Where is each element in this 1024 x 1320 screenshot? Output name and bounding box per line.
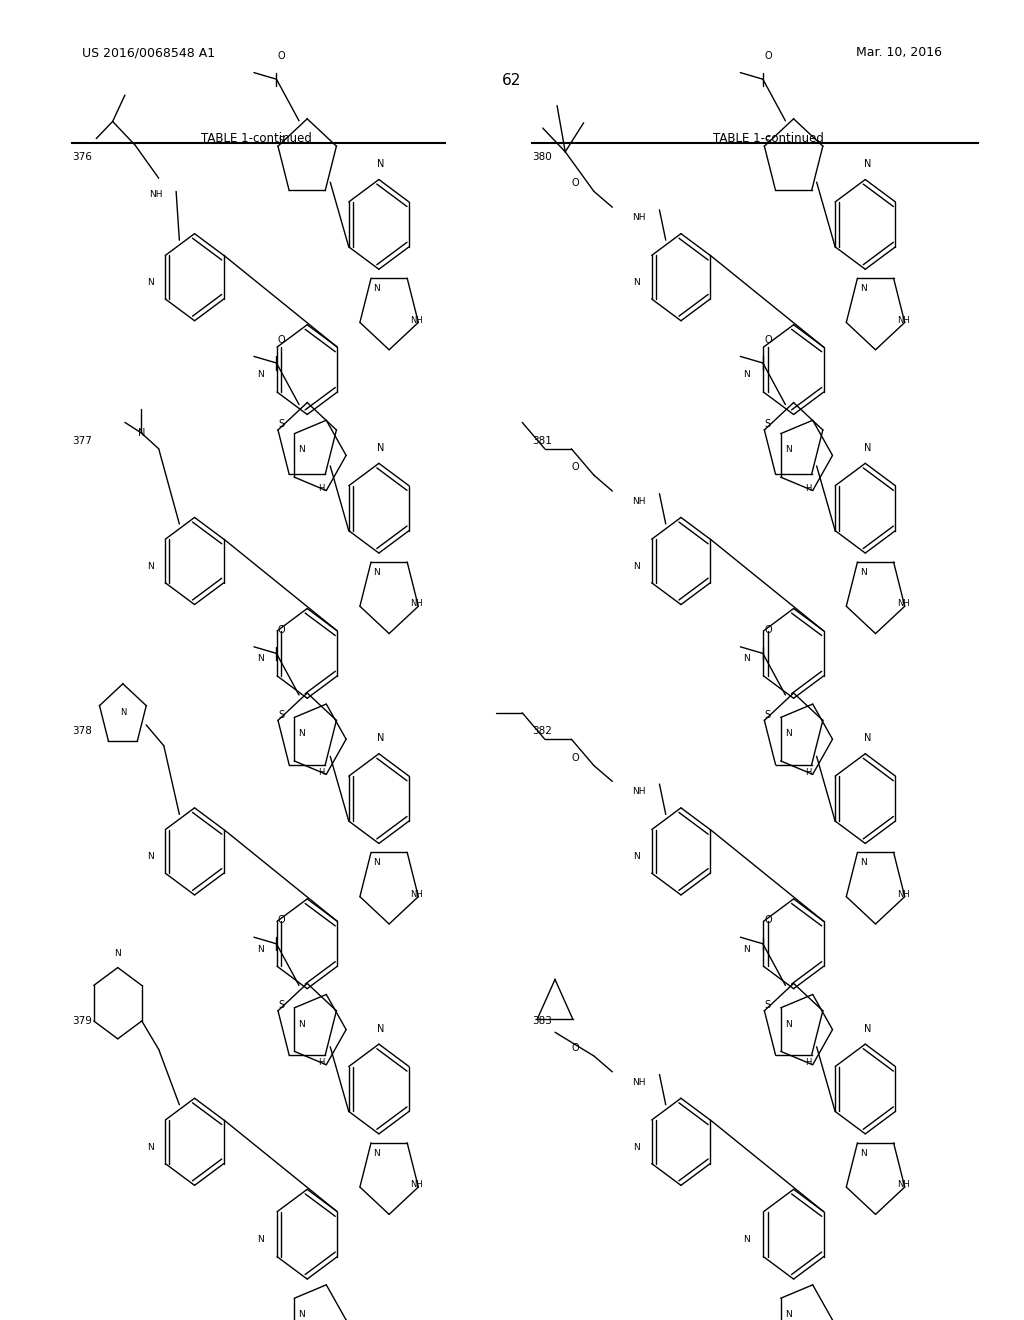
Text: O: O <box>571 752 580 763</box>
Text: N: N <box>298 729 305 738</box>
Text: 62: 62 <box>503 73 521 87</box>
Text: N: N <box>634 853 640 861</box>
Text: N: N <box>374 858 380 867</box>
Text: N: N <box>634 1143 640 1151</box>
Text: S: S <box>279 136 284 145</box>
Text: H: H <box>318 1059 325 1068</box>
Text: N: N <box>863 158 871 169</box>
Text: O: O <box>764 624 772 635</box>
Text: N: N <box>147 1143 154 1151</box>
Text: O: O <box>764 50 772 61</box>
Text: H: H <box>805 484 811 494</box>
Text: N: N <box>863 733 871 743</box>
Text: N: N <box>374 284 380 293</box>
Text: N: N <box>863 1023 871 1034</box>
Text: N: N <box>115 949 121 958</box>
Text: S: S <box>279 1001 284 1010</box>
Text: N: N <box>634 279 640 286</box>
Text: NH: NH <box>632 498 646 506</box>
Text: H: H <box>805 768 811 777</box>
Text: NH: NH <box>411 315 423 325</box>
Text: NH: NH <box>897 315 909 325</box>
Text: NH: NH <box>148 190 163 198</box>
Text: N: N <box>784 1019 792 1028</box>
Text: N: N <box>147 853 154 861</box>
Text: N: N <box>860 284 866 293</box>
Text: N: N <box>120 708 126 717</box>
Text: N: N <box>147 279 154 286</box>
Text: N: N <box>784 445 792 454</box>
Text: O: O <box>764 334 772 345</box>
Text: S: S <box>765 136 770 145</box>
Text: N: N <box>743 371 750 379</box>
Text: N: N <box>257 945 263 953</box>
Text: TABLE 1-continued: TABLE 1-continued <box>201 132 311 145</box>
Text: N: N <box>743 945 750 953</box>
Text: N: N <box>860 568 866 577</box>
Text: 377: 377 <box>72 436 91 446</box>
Text: S: S <box>279 420 284 429</box>
Text: S: S <box>765 710 770 719</box>
Text: NH: NH <box>411 599 423 609</box>
Text: NH: NH <box>632 788 646 796</box>
Text: 383: 383 <box>532 1016 552 1027</box>
Text: O: O <box>278 624 286 635</box>
Text: NH: NH <box>632 1078 646 1086</box>
Text: N: N <box>863 442 871 453</box>
Text: N: N <box>784 1309 792 1319</box>
Text: N: N <box>298 445 305 454</box>
Text: N: N <box>377 158 385 169</box>
Text: N: N <box>374 1148 380 1158</box>
Text: 379: 379 <box>72 1016 91 1027</box>
Text: N: N <box>860 1148 866 1158</box>
Text: 376: 376 <box>72 152 91 162</box>
Text: 381: 381 <box>532 436 552 446</box>
Text: NH: NH <box>411 1180 423 1189</box>
Text: H: H <box>805 1059 811 1068</box>
Text: N: N <box>257 1236 263 1243</box>
Text: S: S <box>279 710 284 719</box>
Text: O: O <box>278 915 286 925</box>
Text: NH: NH <box>411 890 423 899</box>
Text: 380: 380 <box>532 152 552 162</box>
Text: N: N <box>743 1236 750 1243</box>
Text: S: S <box>765 420 770 429</box>
Text: N: N <box>147 562 154 570</box>
Text: O: O <box>571 1043 580 1053</box>
Text: N: N <box>634 562 640 570</box>
Text: S: S <box>765 1001 770 1010</box>
Text: Mar. 10, 2016: Mar. 10, 2016 <box>856 46 942 59</box>
Text: H: H <box>318 768 325 777</box>
Text: O: O <box>571 178 580 189</box>
Text: N: N <box>298 1019 305 1028</box>
Text: N: N <box>377 442 385 453</box>
Text: N: N <box>298 1309 305 1319</box>
Text: O: O <box>278 50 286 61</box>
Text: NH: NH <box>632 214 646 222</box>
Text: N: N <box>784 729 792 738</box>
Text: NH: NH <box>897 1180 909 1189</box>
Text: N: N <box>377 1023 385 1034</box>
Text: 382: 382 <box>532 726 552 737</box>
Text: H: H <box>318 484 325 494</box>
Text: N: N <box>257 371 263 379</box>
Text: O: O <box>278 334 286 345</box>
Text: 378: 378 <box>72 726 91 737</box>
Text: TABLE 1-continued: TABLE 1-continued <box>713 132 823 145</box>
Text: O: O <box>764 915 772 925</box>
Text: N: N <box>743 655 750 663</box>
Text: O: O <box>571 462 580 473</box>
Text: NH: NH <box>897 890 909 899</box>
Text: N: N <box>377 733 385 743</box>
Text: N: N <box>860 858 866 867</box>
Text: N: N <box>137 428 145 438</box>
Text: NH: NH <box>897 599 909 609</box>
Text: N: N <box>374 568 380 577</box>
Text: US 2016/0068548 A1: US 2016/0068548 A1 <box>82 46 215 59</box>
Text: N: N <box>257 655 263 663</box>
